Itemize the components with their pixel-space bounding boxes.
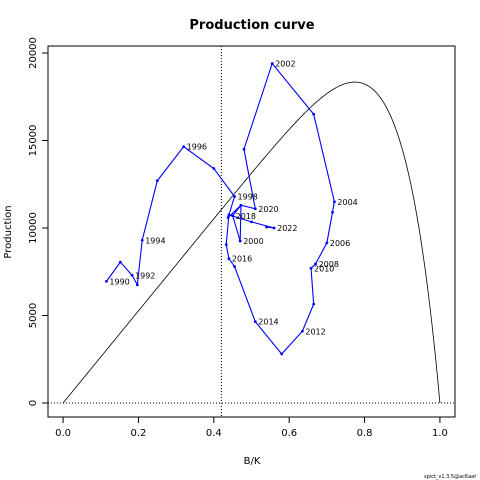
- trajectory-point: [272, 226, 276, 230]
- year-label: 1996: [187, 143, 207, 152]
- year-label: 2016: [232, 255, 252, 264]
- trajectory-point: [239, 203, 243, 207]
- year-label: 2004: [337, 198, 357, 207]
- x-tick-label: 0.2: [130, 428, 146, 439]
- chart-title: Production curve: [189, 18, 314, 33]
- y-tick-label: 20000: [28, 37, 39, 69]
- trajectory-point: [312, 112, 316, 116]
- footer-version: spict_v1.3.5@ac6aaf: [424, 474, 476, 480]
- trajectory-point: [312, 302, 316, 306]
- trajectory-point: [265, 225, 268, 229]
- year-label: 2022: [277, 224, 297, 233]
- trajectory-point: [238, 239, 242, 243]
- year-label: 2010: [314, 264, 334, 273]
- x-tick-label: 1.0: [432, 428, 448, 439]
- trajectory-point: [333, 200, 336, 204]
- production-curve: [62, 81, 441, 404]
- trajectory-point: [212, 167, 216, 170]
- year-label: 2014: [258, 318, 278, 327]
- trajectory-point: [224, 243, 228, 247]
- year-label-layer: 1990 1992 1994 1996 1998 2000 2002 2004 2006 2008…: [109, 60, 357, 337]
- trajectory-point: [300, 329, 304, 333]
- trajectory-point: [314, 262, 317, 266]
- year-label: 2020: [258, 205, 278, 214]
- year-label: 2018: [236, 212, 256, 221]
- x-tick-label: 0.6: [281, 428, 297, 439]
- year-label: 1990: [109, 277, 129, 286]
- trajectory-point: [253, 320, 257, 324]
- trajectory-point: [250, 220, 253, 224]
- x-tick-label: 0.8: [357, 428, 373, 439]
- x-axis-label: B/K: [244, 456, 261, 467]
- y-tick-label: 10000: [28, 212, 39, 244]
- y-tick-label: 5000: [28, 303, 39, 328]
- trajectory-point: [242, 147, 246, 151]
- trajectory-point: [280, 352, 284, 356]
- trajectory-point: [233, 195, 236, 198]
- trajectory-point: [105, 279, 108, 283]
- y-tick-label: 0: [28, 400, 39, 406]
- trajectory-point: [118, 260, 122, 264]
- year-label: 2002: [275, 60, 295, 69]
- y-axis-label: Production: [3, 205, 14, 258]
- trajectory-point: [270, 62, 274, 65]
- year-label: 2006: [330, 239, 350, 248]
- trajectory-point: [155, 179, 159, 183]
- trajectory-point: [227, 213, 231, 217]
- axes: 0.0 0.2 0.4 0.6 0.8 1.0 0 5000 10000 15000 20000: [28, 37, 448, 439]
- plot-frame: [47, 45, 456, 418]
- trajectory-point: [227, 257, 231, 261]
- trajectory-line: [105, 62, 335, 355]
- trajectory-point: [130, 273, 134, 277]
- trajectory-point: [233, 265, 236, 268]
- x-tick-label: 0.0: [55, 428, 71, 439]
- trajectory-point: [135, 283, 139, 287]
- trajectory-point: [231, 214, 235, 218]
- production-curve-layer: [48, 46, 455, 417]
- trajectory-point: [309, 266, 313, 270]
- year-label: 2000: [243, 237, 263, 246]
- year-label: 1992: [135, 271, 155, 280]
- series-layer: [105, 62, 336, 356]
- year-label: 2012: [305, 327, 325, 336]
- year-label: 2008: [319, 260, 339, 269]
- trajectory-point: [226, 216, 230, 219]
- trajectory-point: [140, 238, 144, 242]
- year-label: 1994: [145, 236, 165, 245]
- x-tick-label: 0.4: [206, 428, 222, 439]
- trajectory-point: [253, 207, 257, 211]
- trajectory-point: [182, 145, 186, 149]
- year-label: 1998: [238, 193, 258, 202]
- trajectory-point: [331, 210, 334, 214]
- y-tick-label: 15000: [28, 125, 39, 157]
- trajectory-point: [325, 241, 329, 245]
